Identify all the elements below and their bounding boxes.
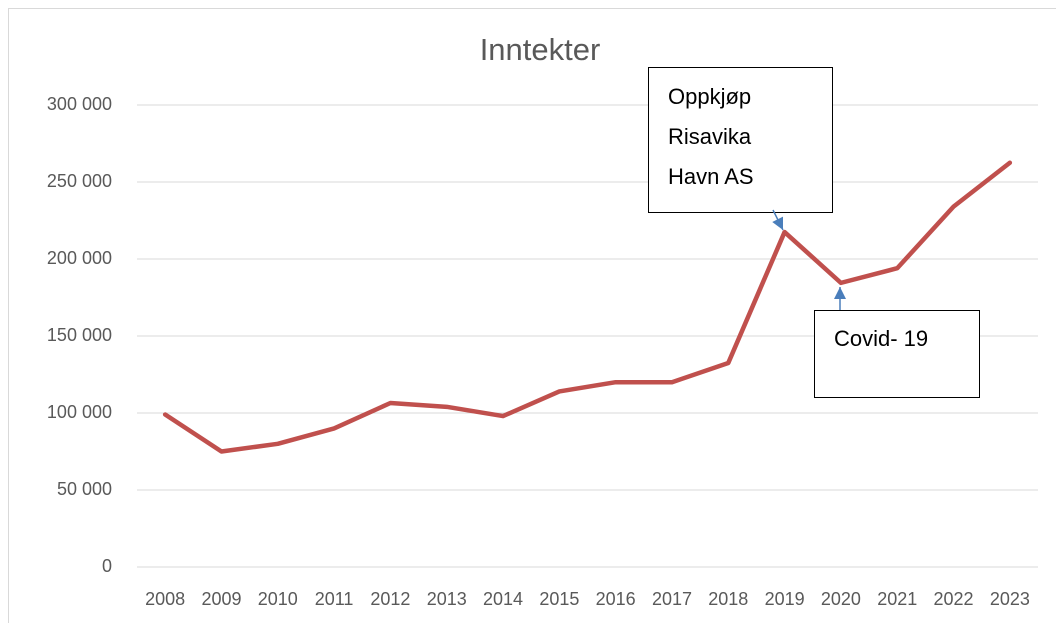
- y-tick-label: 0: [102, 556, 112, 576]
- annotation-arrowhead: [834, 287, 846, 299]
- annotation-box: [814, 310, 980, 398]
- x-tick-label: 2020: [821, 589, 861, 609]
- y-tick-label: 200 000: [47, 248, 112, 268]
- annotation-arrowhead: [772, 216, 783, 230]
- annotation-text: Havn AS: [668, 164, 754, 189]
- x-tick-label: 2012: [370, 589, 410, 609]
- x-tick-label: 2011: [315, 589, 354, 609]
- x-tick-label: 2009: [201, 589, 241, 609]
- x-tick-label: 2015: [539, 589, 579, 609]
- x-tick-label: 2021: [877, 589, 917, 609]
- y-tick-label: 250 000: [47, 171, 112, 191]
- y-tick-label: 50 000: [57, 479, 112, 499]
- x-tick-label: 2022: [934, 589, 974, 609]
- data-line: [162, 160, 1013, 454]
- annotation-text: Risavika: [668, 124, 752, 149]
- y-tick-label: 150 000: [47, 325, 112, 345]
- x-tick-label: 2023: [990, 589, 1030, 609]
- x-tick-label: 2019: [765, 589, 805, 609]
- annotation-text: Oppkjøp: [668, 84, 751, 109]
- x-tick-label: 2008: [145, 589, 185, 609]
- annotation-box: [648, 67, 833, 213]
- y-tick-label: 300 000: [47, 94, 112, 114]
- annotation-text: Covid- 19: [834, 326, 928, 351]
- x-tick-label: 2016: [596, 589, 636, 609]
- x-tick-label: 2013: [427, 589, 467, 609]
- x-tick-label: 2018: [708, 589, 748, 609]
- x-tick-label: 2010: [258, 589, 298, 609]
- y-tick-label: 100 000: [47, 402, 112, 422]
- x-tick-label: 2017: [652, 589, 692, 609]
- x-tick-label: 2014: [483, 589, 523, 609]
- chart-title: Inntekter: [480, 32, 601, 67]
